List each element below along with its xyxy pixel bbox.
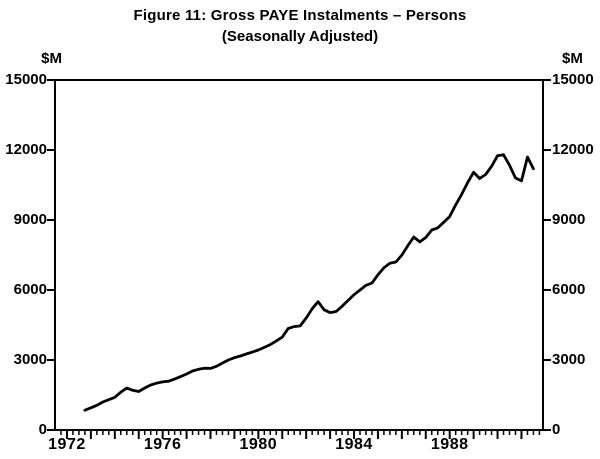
x-tick-label: 1984 — [335, 436, 373, 453]
chart-title: Figure 11: Gross PAYE Instalments – Pers… — [133, 7, 467, 24]
y-tick-label-right: 6000 — [552, 281, 586, 298]
y-axis-unit-left: $M — [41, 50, 62, 67]
x-tick-label: 1976 — [143, 436, 182, 453]
y-tick-label-right: 15000 — [552, 71, 594, 88]
y-tick-label-right: 3000 — [552, 351, 586, 368]
data-line-paye-persons — [83, 153, 535, 412]
y-tick-label-right: 9000 — [552, 211, 586, 228]
y-axis-unit-right: $M — [562, 50, 583, 67]
y-tick-label-left: 6000 — [13, 281, 47, 298]
y-tick-label-left: 9000 — [13, 211, 47, 228]
x-tick-label: 1988 — [430, 436, 469, 453]
y-tick-label-right: 12000 — [552, 141, 594, 158]
x-tick-label: 1980 — [239, 436, 278, 453]
x-tick-label: 1972 — [48, 436, 86, 453]
y-tick-label-left: 12000 — [5, 141, 47, 158]
y-tick-label-left: 0 — [38, 421, 47, 438]
chart-subtitle: (Seasonally Adjusted) — [221, 28, 379, 45]
y-tick-label-left: 15000 — [5, 71, 47, 88]
y-tick-label-left: 3000 — [13, 351, 47, 368]
y-tick-label-right: 0 — [552, 421, 561, 438]
plot-frame — [54, 79, 544, 431]
